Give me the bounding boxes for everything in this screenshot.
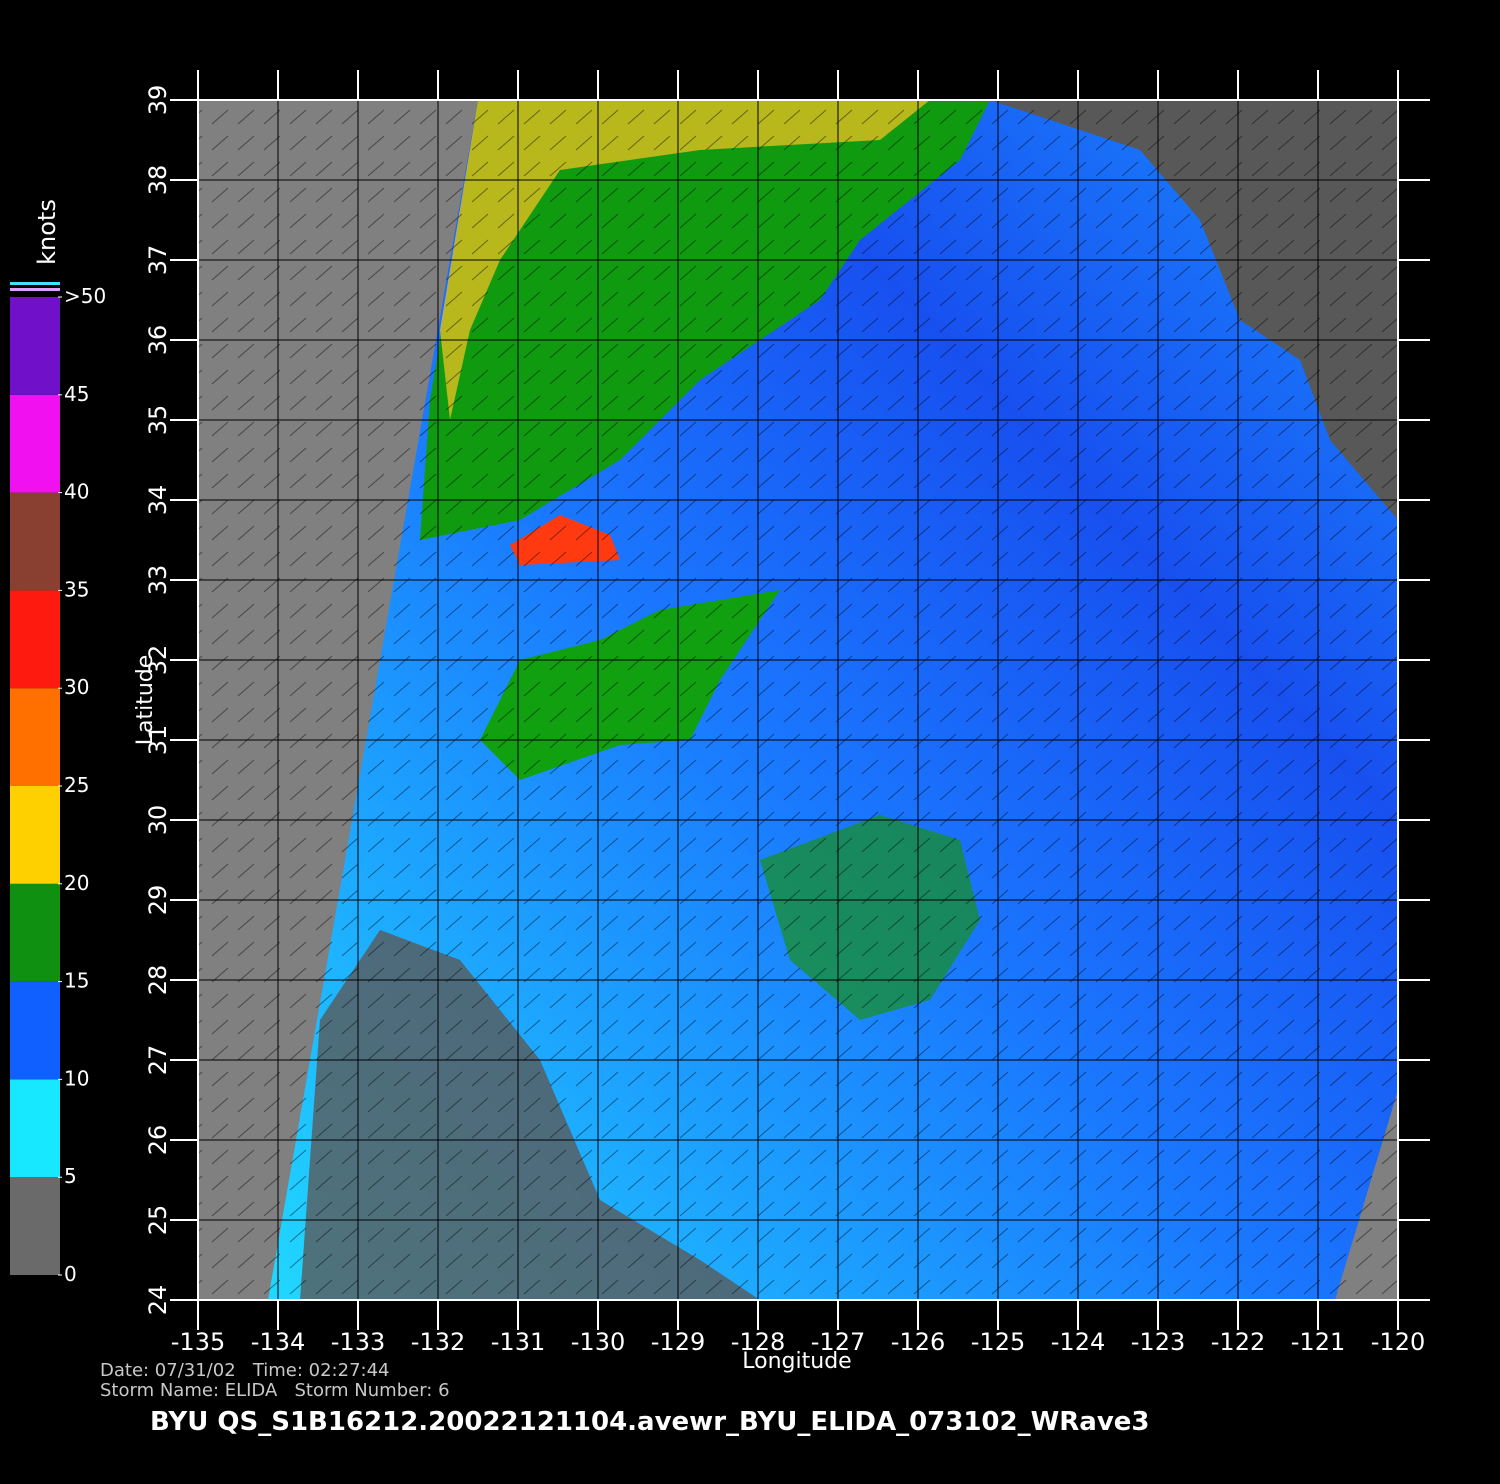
colorbar-segment: [10, 981, 60, 1080]
x-tick-label: -128: [731, 1328, 785, 1356]
x-tick-label: -124: [1051, 1328, 1105, 1356]
y-tick-label: 29: [144, 885, 172, 916]
colorbar-cap: [10, 282, 60, 285]
x-tick-label: -127: [811, 1328, 865, 1356]
footer-date: Date: 07/31/02 Time: 02:27:44: [100, 1360, 390, 1381]
y-tick-label: 28: [144, 965, 172, 996]
y-tick-label: 30: [144, 805, 172, 836]
y-tick-label: 27: [144, 1045, 172, 1076]
colorbar-segment: [10, 297, 60, 395]
colorbar-tick-label: 30: [64, 675, 89, 699]
colorbar-tick-label: 40: [64, 480, 89, 504]
colorbar-tick-label: 15: [64, 969, 89, 993]
y-tick-label: 33: [144, 565, 172, 596]
x-tick-label: -120: [1371, 1328, 1425, 1356]
x-tick-label: -122: [1211, 1328, 1265, 1356]
y-tick-label: 35: [144, 405, 172, 436]
axes: -135 -134 -133 -132 -131 -130 -129 -128 -127 -126…: [10, 70, 1430, 1356]
footer-storm: Storm Name: ELIDA Storm Number: 6: [100, 1380, 450, 1401]
colorbar-label: knots: [33, 199, 61, 265]
colorbar-cap: [10, 288, 60, 291]
y-tick-label: 24: [144, 1285, 172, 1316]
x-tick-label: -129: [651, 1328, 705, 1356]
x-tick-label: -126: [891, 1328, 945, 1356]
y-tick-label: 32: [144, 645, 172, 676]
y-tick-label: 36: [144, 325, 172, 356]
x-tick-label: -131: [491, 1328, 545, 1356]
x-tick-label: -135: [171, 1328, 225, 1356]
colorbar-tick-label: 45: [64, 382, 89, 406]
footer-title: BYU QS_S1B16212.20022121104.avewr_BYU_EL…: [150, 1407, 1150, 1437]
y-tick-label: 31: [144, 725, 172, 756]
colorbar-tick-label: 25: [64, 773, 89, 797]
y-tick-label: 34: [144, 485, 172, 516]
x-tick-label: -132: [411, 1328, 465, 1356]
colorbar-segment: [10, 1079, 60, 1178]
colorbar-segment: [10, 786, 60, 884]
colorbar-tick-label: 20: [64, 871, 89, 895]
colorbar-segment: [10, 590, 60, 689]
y-tick-label: 26: [144, 1125, 172, 1156]
colorbar-tick-label: 5: [64, 1164, 77, 1188]
x-tick-label: -123: [1131, 1328, 1185, 1356]
map-image: [198, 100, 1398, 1300]
colorbar-segment: [10, 688, 60, 786]
y-tick-label: 37: [144, 245, 172, 276]
colorbar-segment: [10, 492, 60, 591]
x-tick-label: -121: [1291, 1328, 1345, 1356]
wind-barbs: [198, 100, 1398, 1300]
y-tick-label: 25: [144, 1205, 172, 1236]
x-axis-label: Longitude: [742, 1349, 851, 1374]
y-tick-label: 38: [144, 165, 172, 196]
x-tick-label: -133: [331, 1328, 385, 1356]
colorbar-segment: [10, 394, 60, 493]
x-tick-label: -130: [571, 1328, 625, 1356]
y-tick-label: 39: [144, 85, 172, 116]
colorbar-tick-label: >50: [64, 284, 106, 308]
colorbar-tick-label: 10: [64, 1066, 89, 1090]
x-tick-label: -125: [971, 1328, 1025, 1356]
colorbar-tick-label: 0: [64, 1262, 77, 1286]
colorbar-tick-label: 35: [64, 577, 89, 601]
colorbar-segment: [10, 883, 60, 982]
colorbar-segment: [10, 1177, 60, 1275]
y-axis-label: Latitude: [133, 655, 158, 746]
x-tick-label: -134: [251, 1328, 305, 1356]
plot-frame: [197, 99, 1399, 1301]
